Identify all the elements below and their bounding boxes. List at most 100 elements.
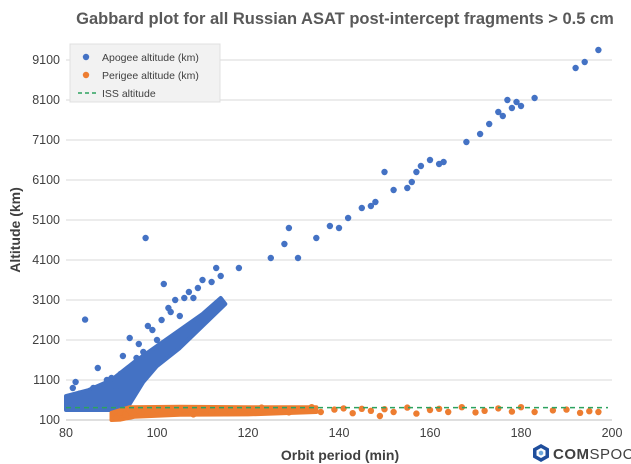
data-point	[72, 378, 79, 386]
y-tick-label: 7100	[32, 133, 60, 147]
data-point	[326, 222, 334, 230]
data-point	[417, 162, 425, 170]
data-point	[272, 407, 279, 414]
data-point	[517, 102, 525, 110]
data-point	[235, 264, 243, 272]
data-point	[445, 408, 452, 416]
data-point	[458, 404, 465, 411]
data-point	[281, 240, 288, 248]
dense-band	[64, 296, 228, 412]
y-tick-label: 1100	[33, 373, 60, 387]
data-point	[69, 384, 77, 392]
data-point	[112, 386, 120, 394]
data-point	[76, 390, 83, 397]
x-tick-label: 200	[602, 426, 623, 440]
data-point	[208, 278, 215, 286]
y-tick-label: 8100	[32, 93, 60, 107]
x-tick-label: 160	[420, 426, 441, 440]
data-point	[235, 409, 243, 416]
y-axis-label: Altitude (km)	[7, 187, 23, 273]
data-point	[508, 104, 516, 112]
data-point	[508, 408, 516, 415]
data-point	[595, 408, 602, 416]
data-point	[486, 120, 493, 128]
data-point	[572, 64, 579, 72]
data-point	[90, 384, 97, 392]
data-point	[463, 138, 470, 146]
data-point	[595, 46, 602, 54]
data-point	[176, 312, 183, 320]
x-tick-label: 80	[59, 426, 73, 440]
data-point	[117, 370, 124, 378]
data-point	[426, 406, 434, 414]
data-point	[208, 408, 215, 416]
data-point	[119, 352, 127, 360]
data-point	[404, 184, 411, 192]
data-point	[149, 326, 156, 334]
data-point	[549, 407, 557, 414]
data-point	[181, 294, 188, 302]
data-point	[135, 407, 142, 414]
data-point	[144, 322, 152, 330]
data-point	[122, 411, 129, 418]
data-point	[167, 408, 174, 415]
data-point	[199, 405, 206, 412]
y-tick-label: 5100	[32, 213, 60, 227]
data-point	[199, 276, 206, 284]
series-layer	[64, 46, 608, 422]
data-point	[85, 398, 93, 405]
logo-text: COMSPOC	[553, 446, 631, 463]
data-point	[495, 108, 502, 116]
data-point	[504, 96, 511, 104]
logo-emblem-icon	[533, 444, 549, 462]
data-point	[376, 412, 384, 420]
data-point	[349, 410, 356, 417]
data-point	[335, 224, 343, 232]
data-point	[222, 407, 229, 414]
data-point	[99, 386, 106, 394]
data-point	[440, 158, 447, 166]
data-point	[531, 408, 538, 416]
data-point	[358, 405, 365, 412]
data-point	[513, 98, 520, 106]
data-point	[124, 378, 131, 386]
data-point	[576, 409, 584, 416]
data-point	[495, 405, 502, 412]
data-point	[372, 198, 379, 206]
x-axis-label: Orbit period (min)	[281, 447, 399, 463]
data-point	[190, 294, 197, 302]
y-tick-label: 2100	[32, 333, 60, 347]
data-point	[128, 364, 136, 372]
data-point	[331, 406, 338, 413]
tick-labels: 100 1100 2100 3100 4100 5100 6100 7100 8100 9100 8…	[32, 53, 622, 440]
x-tick-label: 140	[329, 426, 350, 440]
data-point	[160, 280, 167, 288]
data-point	[381, 168, 388, 176]
comspoc-logo: COMSPOC	[533, 444, 631, 463]
chart-title: Gabbard plot for all Russian ASAT post-i…	[76, 10, 614, 28]
data-point	[112, 414, 120, 422]
data-point	[531, 94, 538, 102]
legend-marker-perigee	[82, 71, 90, 79]
data-point	[476, 130, 484, 138]
data-point	[167, 308, 174, 316]
data-point	[340, 405, 347, 412]
data-point	[267, 254, 274, 262]
data-point	[172, 296, 179, 304]
legend-label-apogee: Apogee altitude (km)	[102, 52, 199, 64]
data-point	[413, 410, 420, 417]
data-point	[142, 234, 149, 242]
data-point	[153, 336, 161, 344]
data-point	[158, 316, 165, 324]
x-tick-label: 180	[511, 426, 532, 440]
data-point	[190, 411, 197, 418]
data-point	[408, 178, 415, 186]
data-point	[313, 234, 320, 242]
data-point	[285, 409, 293, 416]
data-point	[581, 58, 588, 66]
data-point	[94, 364, 102, 372]
data-point	[135, 340, 142, 348]
data-point	[126, 334, 133, 342]
legend-label-perigee: Perigee altitude (km)	[102, 70, 199, 82]
